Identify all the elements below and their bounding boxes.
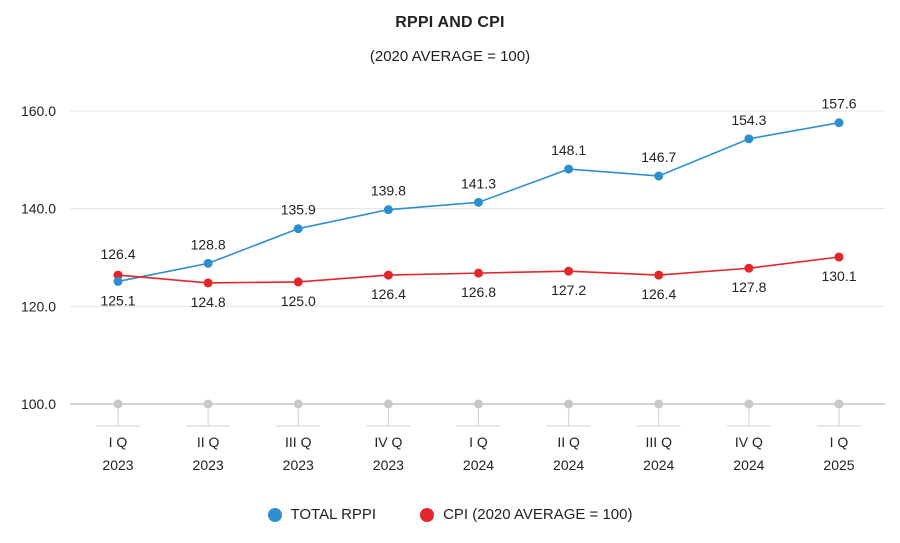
- baseline-marker: [203, 399, 213, 409]
- x-tick-label-quarter: I Q: [109, 434, 128, 450]
- x-tick-label-year: 2023: [102, 457, 133, 473]
- legend-swatch-rppi: [267, 507, 282, 522]
- chart-legend: TOTAL RPPI CPI (2020 AVERAGE = 100): [0, 506, 900, 523]
- data-point-rppi: [203, 258, 213, 268]
- x-tick-label-year: 2024: [463, 457, 494, 473]
- data-point-rppi: [113, 276, 123, 286]
- baseline-marker: [293, 399, 303, 409]
- data-label-rppi: 157.6: [821, 96, 856, 112]
- data-point-cpi: [744, 263, 754, 273]
- data-label-cpi: 127.2: [551, 282, 586, 298]
- x-tick-label-year: 2023: [193, 457, 224, 473]
- y-tick-label: 140.0: [21, 201, 56, 217]
- data-point-rppi: [834, 118, 844, 128]
- data-point-cpi: [203, 278, 213, 288]
- baseline-marker: [744, 399, 754, 409]
- x-tick-label-quarter: I Q: [830, 434, 849, 450]
- data-point-rppi: [744, 134, 754, 144]
- y-tick-label: 100.0: [21, 396, 56, 412]
- data-label-cpi: 125.0: [281, 293, 316, 309]
- x-tick-label-year: 2024: [733, 457, 764, 473]
- data-label-rppi: 148.1: [551, 142, 586, 158]
- line-chart: 100.0 120.0 140.0 160.0 I Q 2023 II Q 2023 III Q…: [21, 96, 885, 473]
- data-label-cpi: 124.8: [191, 294, 226, 310]
- x-tick-label-year: 2023: [373, 457, 404, 473]
- x-tick-label-quarter: I Q: [469, 434, 488, 450]
- data-point-rppi: [654, 171, 664, 181]
- data-label-rppi: 128.8: [191, 236, 226, 252]
- y-tick-label: 160.0: [21, 103, 56, 119]
- data-point-cpi: [474, 268, 483, 278]
- data-label-rppi: 146.7: [641, 149, 676, 165]
- baseline-marker: [113, 399, 123, 409]
- x-tick-label-year: 2023: [283, 457, 314, 473]
- x-tick-label-quarter: II Q: [197, 434, 220, 450]
- data-point-rppi: [383, 205, 393, 215]
- data-point-rppi: [474, 197, 483, 207]
- data-point-cpi: [293, 277, 303, 287]
- y-tick-label: 120.0: [21, 298, 56, 314]
- legend-swatch-cpi: [420, 507, 435, 522]
- x-tick-label-quarter: IV Q: [374, 434, 402, 450]
- data-label-rppi: 125.1: [100, 292, 135, 308]
- data-label-cpi: 126.8: [461, 284, 496, 300]
- data-point-cpi: [113, 270, 123, 280]
- data-point-cpi: [654, 270, 664, 280]
- x-tick-label-quarter: III Q: [646, 434, 673, 450]
- x-tick-label-quarter: II Q: [557, 434, 580, 450]
- data-label-rppi: 135.9: [281, 202, 316, 218]
- data-label-rppi: 154.3: [731, 112, 766, 128]
- legend-item-cpi: CPI (2020 AVERAGE = 100): [420, 506, 632, 523]
- baseline-marker: [564, 399, 574, 409]
- legend-label-cpi: CPI (2020 AVERAGE = 100): [443, 506, 633, 523]
- x-tick-label-year: 2025: [823, 457, 854, 473]
- x-tick-label-quarter: III Q: [285, 434, 312, 450]
- x-tick-label-year: 2024: [643, 457, 674, 473]
- legend-label-rppi: TOTAL RPPI: [290, 506, 377, 523]
- baseline-marker: [834, 399, 844, 409]
- legend-item-rppi: TOTAL RPPI: [267, 506, 377, 523]
- data-label-cpi: 126.4: [641, 286, 676, 302]
- data-label-cpi: 126.4: [100, 246, 135, 262]
- chart-subtitle: (2020 AVERAGE = 100): [369, 48, 531, 65]
- data-label-cpi: 127.8: [731, 279, 766, 295]
- x-tick-label-quarter: IV Q: [735, 434, 763, 450]
- data-label-rppi: 139.8: [371, 183, 406, 199]
- chart-title: RPPI AND CPI: [395, 14, 505, 31]
- baseline-marker: [474, 399, 483, 409]
- data-label-cpi: 126.4: [371, 286, 406, 302]
- baseline-marker: [383, 399, 393, 409]
- data-point-rppi: [564, 164, 574, 174]
- x-tick-label-year: 2024: [553, 457, 584, 473]
- data-point-cpi: [564, 266, 574, 276]
- baseline-marker: [654, 399, 664, 409]
- data-point-rppi: [293, 224, 303, 234]
- data-point-cpi: [383, 270, 393, 280]
- data-label-rppi: 141.3: [461, 175, 496, 191]
- data-label-cpi: 130.1: [821, 268, 856, 284]
- data-point-cpi: [834, 252, 844, 262]
